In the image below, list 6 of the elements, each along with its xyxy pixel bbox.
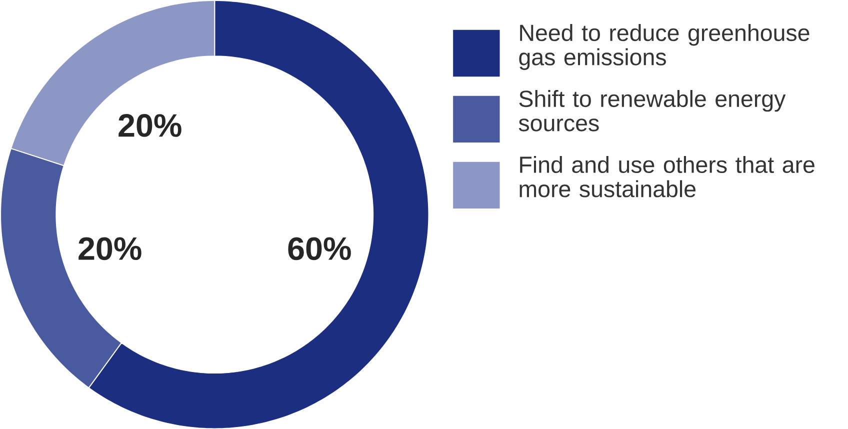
legend-label: Need to reduce greenhouse gas emissions <box>519 24 810 70</box>
data-label: 20% <box>118 114 182 137</box>
data-label: 20% <box>78 237 142 260</box>
legend-label: Find and use others that are more sustainable <box>520 156 814 198</box>
data-label: 60% <box>288 237 351 260</box>
legend-label: Shift to renewable energy sources <box>518 90 786 132</box>
